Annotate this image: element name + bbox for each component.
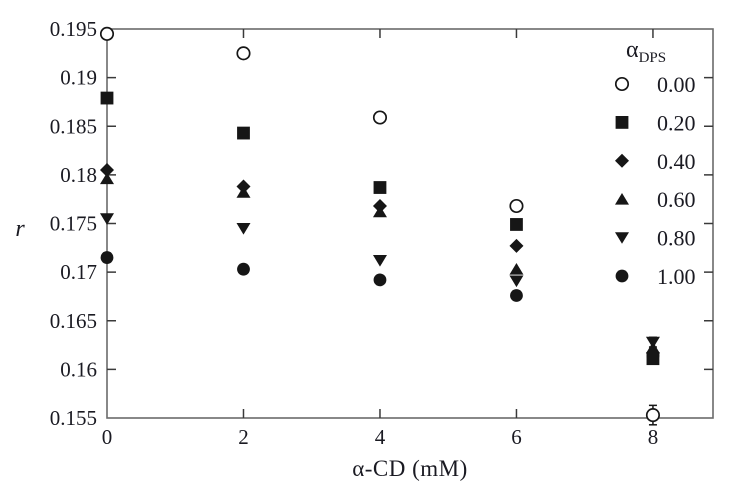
svg-text:2: 2 — [238, 425, 249, 449]
svg-text:0.175: 0.175 — [50, 212, 97, 236]
svg-text:0.19: 0.19 — [60, 66, 97, 90]
legend-title: αDPS — [626, 37, 666, 66]
svg-text:0: 0 — [102, 425, 113, 449]
data-series-1.00 — [100, 251, 660, 363]
svg-text:0.17: 0.17 — [60, 260, 97, 284]
svg-text:0.165: 0.165 — [50, 309, 97, 333]
svg-text:0.195: 0.195 — [50, 17, 97, 41]
svg-text:0.60: 0.60 — [657, 187, 696, 212]
legend-item-1.00: 1.00 — [615, 264, 696, 289]
legend-item-0.20: 0.20 — [615, 110, 696, 135]
legend-item-0.40: 0.40 — [615, 149, 696, 174]
svg-text:0.185: 0.185 — [50, 114, 97, 138]
data-series-0.80 — [100, 213, 660, 349]
svg-text:0.155: 0.155 — [50, 406, 97, 430]
svg-text:0.40: 0.40 — [657, 149, 696, 174]
svg-text:0.00: 0.00 — [657, 72, 696, 97]
x-axis-title: α-CD (mM) — [352, 456, 468, 481]
data-series-0.20 — [100, 91, 660, 366]
svg-text:0.16: 0.16 — [60, 357, 97, 381]
x-tick-labels: 0 2 4 6 8 — [102, 425, 658, 449]
legend-item-0.00: 0.00 — [614, 72, 696, 97]
y-axis-title: r — [15, 216, 25, 242]
svg-text:1.00: 1.00 — [657, 264, 696, 289]
svg-text:0.18: 0.18 — [60, 163, 97, 187]
legend: αDPS 0.00 0.20 0.40 0.60 0.80 1.00 — [614, 37, 696, 289]
svg-text:4: 4 — [375, 425, 386, 449]
svg-text:0.80: 0.80 — [657, 226, 696, 251]
legend-item-0.80: 0.80 — [615, 226, 696, 251]
svg-text:6: 6 — [511, 425, 522, 449]
legend-item-0.60: 0.60 — [615, 187, 696, 212]
svg-text:8: 8 — [648, 425, 659, 449]
svg-text:0.20: 0.20 — [657, 110, 696, 135]
y-tick-labels: 0.155 0.16 0.165 0.17 0.175 0.18 0.185 0.19 0.19… — [50, 17, 97, 430]
data-series-0.00 — [99, 26, 660, 426]
